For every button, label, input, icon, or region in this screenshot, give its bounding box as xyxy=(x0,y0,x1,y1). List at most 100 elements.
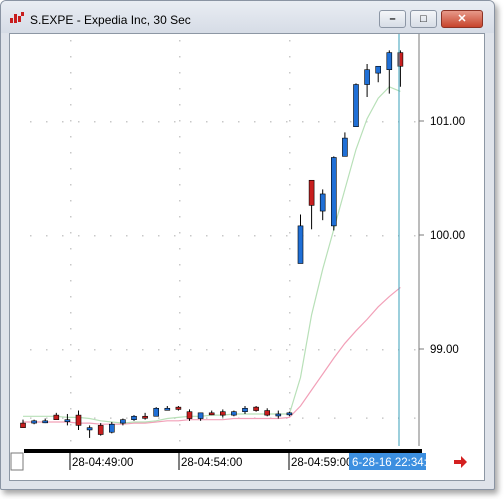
grid-dot xyxy=(179,40,181,42)
grid-dot xyxy=(179,280,181,282)
candle-body xyxy=(208,412,215,416)
grid-dot xyxy=(318,121,320,123)
grid-dot xyxy=(46,349,48,351)
title-bar[interactable]: S.EXPE - Expedia Inc, 30 Sec – □ ✕ xyxy=(1,1,494,33)
grid-dot xyxy=(142,235,144,237)
grid-dot xyxy=(179,296,181,298)
grid-dot xyxy=(179,376,181,378)
time-axis: 28-04:49:00 28-04:54:00 28-04:59:00 xyxy=(69,453,352,470)
grid-dot xyxy=(289,408,291,410)
grid-dot xyxy=(179,440,181,442)
candle-body xyxy=(186,411,193,419)
grid-dot xyxy=(30,235,32,237)
candle-body xyxy=(31,420,37,424)
chart-area[interactable]: 101.00 100.00 99.00 28-04:49:00 28-04:54:00… xyxy=(9,33,485,481)
grid-dot xyxy=(142,121,144,123)
grid-dot xyxy=(174,235,176,237)
grid-dot xyxy=(179,104,181,106)
grid-dot xyxy=(222,121,224,123)
grid-dot xyxy=(289,296,291,298)
grid-dot xyxy=(382,235,384,237)
grid-dot xyxy=(286,349,288,351)
grid-dot xyxy=(70,72,72,74)
grid-dot xyxy=(254,235,256,237)
grid-dot xyxy=(289,88,291,90)
grid-dot xyxy=(78,235,80,237)
grid-dot xyxy=(350,235,352,237)
grid-dot xyxy=(70,344,72,346)
candle-body xyxy=(264,410,270,416)
grid-dot xyxy=(289,216,291,218)
grid-dot xyxy=(206,349,208,351)
chart-corner-box xyxy=(10,452,24,471)
maximize-button[interactable]: □ xyxy=(410,10,437,28)
grid-dot xyxy=(70,280,72,282)
scroll-right-arrow-icon[interactable] xyxy=(454,456,467,468)
grid-dot xyxy=(254,349,256,351)
candle-body xyxy=(297,225,304,264)
candle-body xyxy=(42,420,49,424)
grid-dot xyxy=(270,349,272,351)
grid-dot xyxy=(46,417,48,419)
grid-dot xyxy=(289,280,291,282)
grid-dot xyxy=(222,417,224,419)
grid-dot xyxy=(126,349,128,351)
grid-dot xyxy=(366,417,368,419)
window-title: S.EXPE - Expedia Inc, 30 Sec xyxy=(30,13,191,27)
grid-dot xyxy=(70,392,72,394)
grid-dot xyxy=(46,121,48,123)
grid-dot xyxy=(289,120,291,122)
grid-dot xyxy=(30,417,32,419)
candle-body xyxy=(142,415,148,419)
grid-dot xyxy=(70,184,72,186)
grid-dot xyxy=(70,216,72,218)
grid-dot xyxy=(70,200,72,202)
candle-body xyxy=(231,411,237,416)
grid-dot xyxy=(70,264,72,266)
candle-body xyxy=(386,52,393,71)
price-chart[interactable]: 101.00 100.00 99.00 28-04:49:00 28-04:54:00… xyxy=(10,34,484,480)
grid-dot xyxy=(46,235,48,237)
grid-dot xyxy=(62,349,64,351)
grid-dot xyxy=(289,424,291,426)
grid-dot xyxy=(70,408,72,410)
grid-dot xyxy=(94,349,96,351)
grid-dot xyxy=(179,392,181,394)
candle-body xyxy=(164,407,171,411)
candlestick-layer xyxy=(20,50,404,438)
candle-body xyxy=(397,52,404,67)
grid-dot xyxy=(70,232,72,234)
price-tick-label: 100.00 xyxy=(430,230,465,242)
grid-dot xyxy=(334,235,336,237)
price-tick-label: 99.00 xyxy=(430,344,459,356)
grid-dot xyxy=(286,235,288,237)
grid-dot xyxy=(318,417,320,419)
candle-body xyxy=(220,411,226,416)
grid-dot xyxy=(158,417,160,419)
grid-dot xyxy=(179,184,181,186)
candle-body xyxy=(353,84,359,128)
grid-dot xyxy=(70,56,72,58)
minimize-button[interactable]: – xyxy=(379,10,406,28)
time-axis-bar xyxy=(24,449,422,453)
grid-dot xyxy=(289,344,291,346)
grid-dot xyxy=(350,349,352,351)
candle-body xyxy=(330,157,337,227)
candle-body xyxy=(308,179,315,206)
grid-dot xyxy=(206,417,208,419)
candle-body xyxy=(120,419,126,424)
close-button[interactable]: ✕ xyxy=(441,10,483,28)
grid-dot xyxy=(70,152,72,154)
candle-body xyxy=(175,406,182,410)
candle-body xyxy=(131,415,137,420)
maximize-icon: □ xyxy=(420,13,427,25)
grid-dot xyxy=(62,121,64,123)
grid-dot xyxy=(334,349,336,351)
grid-dot xyxy=(94,235,96,237)
grid-dot xyxy=(289,360,291,362)
grid-dot xyxy=(70,296,72,298)
candle-body xyxy=(275,413,282,417)
candle-body xyxy=(197,412,204,419)
grid-dot xyxy=(179,264,181,266)
grid-dot xyxy=(302,417,304,419)
